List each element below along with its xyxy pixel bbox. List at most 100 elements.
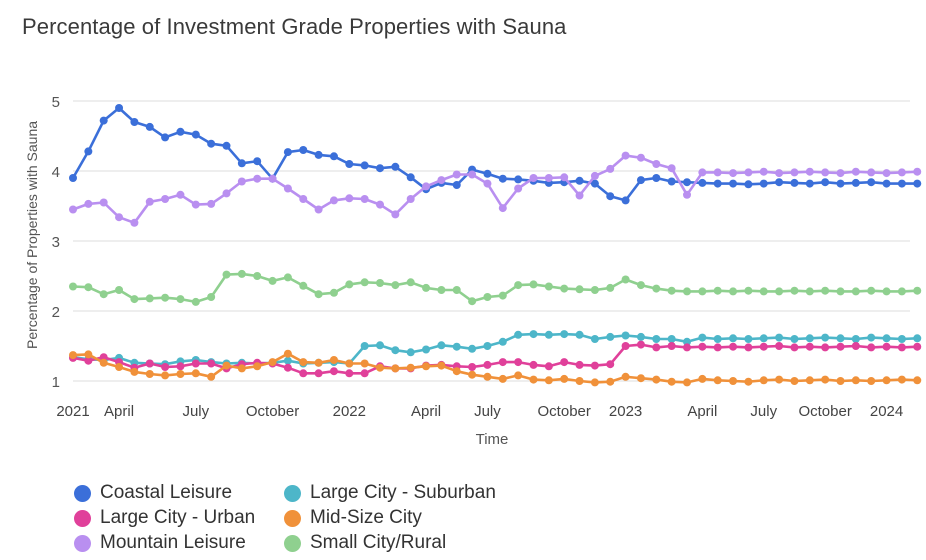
- data-point[interactable]: [84, 356, 93, 365]
- data-point[interactable]: [176, 190, 185, 199]
- data-point[interactable]: [69, 282, 77, 291]
- data-point[interactable]: [283, 356, 292, 365]
- data-point[interactable]: [621, 342, 630, 350]
- data-point[interactable]: [913, 179, 922, 188]
- data-point[interactable]: [237, 177, 246, 186]
- data-point[interactable]: [590, 335, 599, 343]
- data-point[interactable]: [299, 358, 308, 367]
- data-point[interactable]: [376, 341, 384, 350]
- data-point[interactable]: [882, 334, 891, 343]
- data-point[interactable]: [468, 363, 477, 371]
- data-point[interactable]: [544, 282, 553, 291]
- data-point[interactable]: [590, 171, 599, 180]
- data-point[interactable]: [191, 200, 200, 209]
- data-point[interactable]: [636, 153, 645, 162]
- data-point[interactable]: [483, 293, 492, 301]
- legend-item[interactable]: Coastal Leisure: [74, 482, 284, 504]
- data-point[interactable]: [560, 374, 569, 383]
- data-point[interactable]: [867, 178, 876, 187]
- data-point[interactable]: [514, 330, 523, 339]
- data-point[interactable]: [836, 377, 845, 385]
- data-point[interactable]: [913, 376, 922, 385]
- data-point[interactable]: [437, 176, 446, 185]
- data-point[interactable]: [283, 148, 292, 157]
- data-point[interactable]: [636, 281, 645, 290]
- data-point[interactable]: [590, 361, 599, 370]
- data-point[interactable]: [775, 178, 784, 187]
- data-point[interactable]: [882, 179, 891, 188]
- data-point[interactable]: [360, 369, 369, 378]
- data-point[interactable]: [145, 370, 154, 378]
- data-point[interactable]: [636, 176, 645, 185]
- data-point[interactable]: [775, 342, 784, 350]
- data-point[interactable]: [713, 376, 722, 385]
- data-point[interactable]: [468, 344, 477, 353]
- data-point[interactable]: [713, 335, 722, 343]
- legend-item[interactable]: Mid-Size City: [284, 507, 504, 529]
- data-point[interactable]: [376, 164, 384, 173]
- data-point[interactable]: [329, 288, 338, 297]
- data-point[interactable]: [345, 280, 354, 289]
- data-point[interactable]: [314, 205, 323, 214]
- data-point[interactable]: [99, 353, 108, 362]
- data-point[interactable]: [759, 179, 768, 188]
- data-point[interactable]: [836, 342, 845, 351]
- data-point[interactable]: [867, 168, 876, 177]
- data-point[interactable]: [406, 363, 415, 372]
- data-point[interactable]: [529, 330, 538, 339]
- data-point[interactable]: [805, 287, 814, 296]
- data-point[interactable]: [406, 348, 415, 357]
- data-point[interactable]: [452, 367, 461, 376]
- data-point[interactable]: [667, 335, 676, 343]
- data-point[interactable]: [590, 286, 599, 294]
- data-point[interactable]: [744, 343, 753, 352]
- data-point[interactable]: [437, 341, 446, 350]
- data-point[interactable]: [667, 342, 676, 350]
- data-point[interactable]: [69, 351, 77, 360]
- data-point[interactable]: [498, 358, 507, 367]
- data-point[interactable]: [268, 358, 277, 367]
- data-point[interactable]: [713, 168, 722, 177]
- data-point[interactable]: [529, 375, 538, 384]
- data-point[interactable]: [698, 333, 707, 342]
- data-point[interactable]: [667, 377, 676, 386]
- data-point[interactable]: [483, 169, 492, 178]
- data-point[interactable]: [575, 330, 584, 339]
- data-point[interactable]: [667, 286, 676, 295]
- data-point[interactable]: [560, 330, 569, 339]
- data-point[interactable]: [468, 170, 477, 179]
- data-point[interactable]: [176, 362, 185, 371]
- data-point[interactable]: [84, 199, 93, 208]
- data-point[interactable]: [897, 335, 906, 343]
- data-point[interactable]: [759, 287, 768, 296]
- data-point[interactable]: [897, 168, 906, 177]
- data-point[interactable]: [606, 164, 615, 173]
- data-point[interactable]: [191, 369, 200, 378]
- data-point[interactable]: [360, 195, 369, 203]
- data-point[interactable]: [805, 167, 814, 176]
- data-point[interactable]: [283, 184, 292, 193]
- data-point[interactable]: [406, 195, 415, 203]
- data-point[interactable]: [652, 174, 661, 182]
- data-point[interactable]: [851, 287, 860, 296]
- data-point[interactable]: [376, 200, 384, 209]
- data-point[interactable]: [514, 281, 523, 290]
- data-point[interactable]: [575, 360, 584, 369]
- data-point[interactable]: [606, 192, 615, 201]
- data-point[interactable]: [790, 286, 799, 295]
- data-point[interactable]: [882, 169, 891, 178]
- data-point[interactable]: [391, 210, 400, 219]
- data-point[interactable]: [422, 362, 431, 371]
- data-point[interactable]: [744, 168, 753, 177]
- data-point[interactable]: [498, 291, 507, 300]
- data-point[interactable]: [176, 370, 185, 378]
- data-point[interactable]: [529, 174, 538, 182]
- data-point[interactable]: [821, 333, 830, 342]
- data-point[interactable]: [775, 287, 784, 296]
- data-point[interactable]: [130, 367, 139, 376]
- data-point[interactable]: [790, 178, 799, 187]
- data-point[interactable]: [821, 178, 830, 187]
- data-point[interactable]: [805, 334, 814, 343]
- data-point[interactable]: [913, 342, 922, 351]
- data-point[interactable]: [207, 199, 216, 208]
